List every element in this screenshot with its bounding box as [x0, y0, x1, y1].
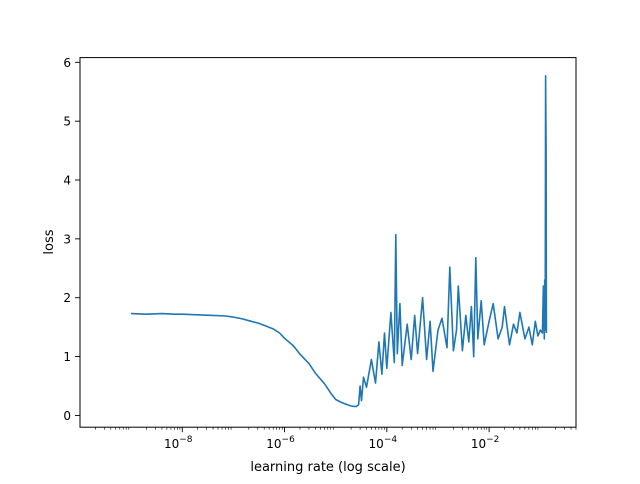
- y-axis-ticks: 0 1 2 3 4 5 6: [63, 56, 80, 423]
- loss-series-line: [131, 75, 548, 408]
- y-tick-label: 0: [63, 409, 71, 423]
- y-tick-label: 3: [63, 232, 71, 246]
- x-tick-exponent: −8: [179, 435, 193, 445]
- y-axis-label: loss: [42, 229, 57, 254]
- y-tick-label: 6: [63, 56, 71, 70]
- y-tick-label: 4: [63, 174, 71, 188]
- x-tick-exponent: −6: [282, 435, 296, 445]
- x-tick-exponent: −4: [384, 435, 398, 445]
- x-tick-exponent: −2: [486, 435, 499, 445]
- y-tick-label: 5: [63, 115, 71, 129]
- x-axis-label: learning rate (log scale): [250, 460, 405, 475]
- plot-layer: [131, 75, 548, 408]
- y-tick-label: 2: [63, 291, 71, 305]
- y-tick-label: 1: [63, 350, 71, 364]
